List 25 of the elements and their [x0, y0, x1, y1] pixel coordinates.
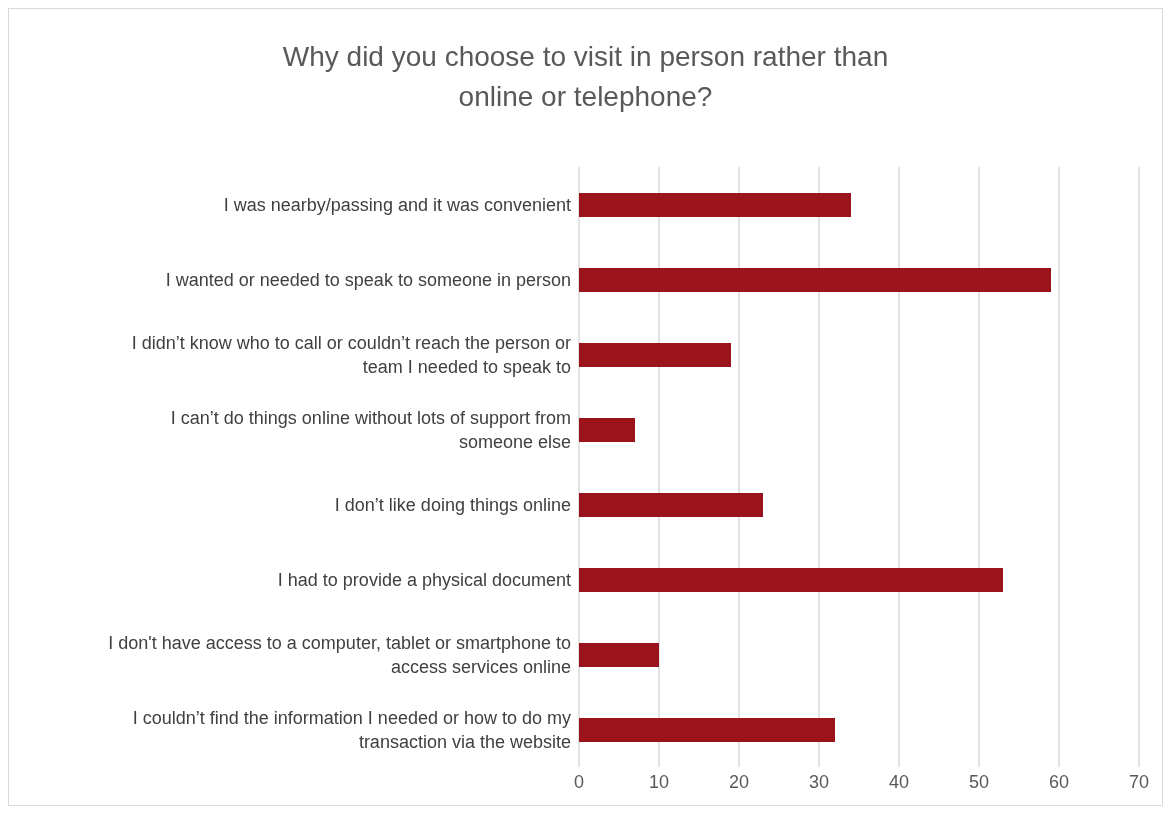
x-tick-label: 40: [888, 771, 910, 792]
y-tick-label: I didn’t know who to call or couldn’t reach the person or team I needed to speak to: [131, 332, 571, 377]
bar: [579, 418, 635, 442]
x-tick-label: 50: [968, 771, 990, 792]
x-tick-label: 60: [1048, 771, 1070, 792]
y-tick-label: I couldn’t find the information I needed or how to do my transaction via the website: [132, 707, 571, 752]
chart-title: Why did you choose to visit in person rather than online or telephone?: [281, 40, 890, 114]
bar: [579, 643, 659, 667]
y-tick-label: I was nearby/passing and it was convenient: [223, 194, 571, 215]
y-tick-label: I don't have access to a computer, tablet or smartphone to access services online: [108, 632, 571, 677]
y-tick-label: I wanted or needed to speak to someone in person: [165, 269, 571, 290]
bar: [579, 718, 835, 742]
bar: [579, 268, 1051, 292]
x-tick-label: 30: [808, 771, 830, 792]
x-tick-label: 10: [648, 771, 670, 792]
bar: [579, 343, 731, 367]
bar: [579, 193, 851, 217]
x-tick-label: 20: [728, 771, 750, 792]
x-tick-label: 70: [1128, 771, 1150, 792]
bar: [579, 568, 1003, 592]
y-tick-label: I can’t do things online without lots of support from someone else: [170, 407, 571, 452]
x-tick-label: 0: [573, 771, 585, 792]
y-tick-label: I had to provide a physical document: [277, 569, 571, 590]
y-tick-label: I don’t like doing things online: [334, 494, 571, 515]
bar: [579, 493, 763, 517]
